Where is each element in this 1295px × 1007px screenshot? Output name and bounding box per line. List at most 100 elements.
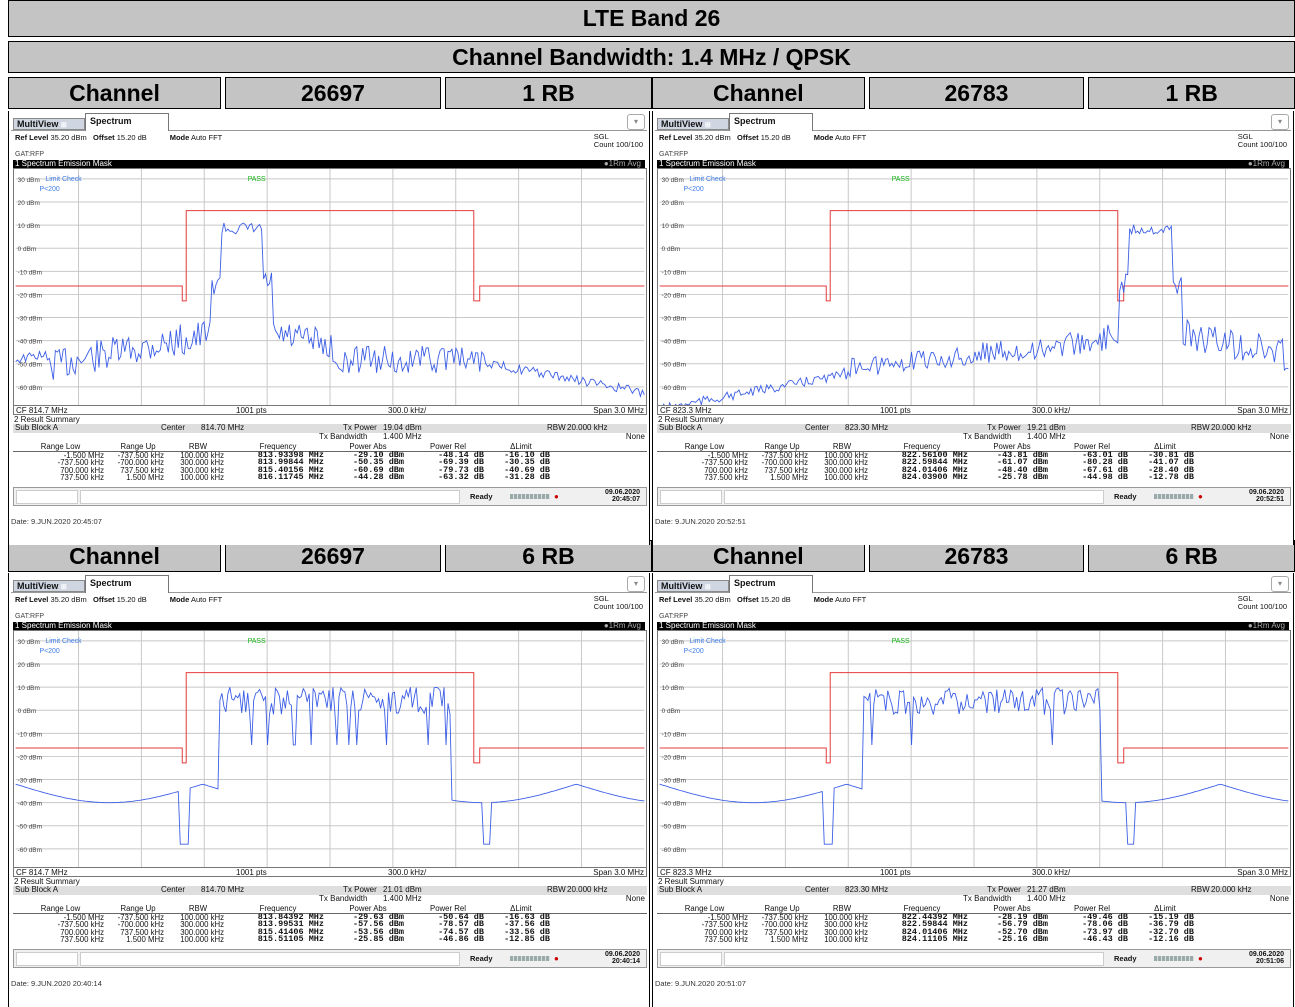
limit-check-label: Limit Check bbox=[45, 638, 82, 645]
limit-line bbox=[15, 672, 645, 764]
progress-indicator bbox=[1154, 494, 1194, 499]
y-tick-label: -40 dBm bbox=[18, 339, 42, 346]
table-row: -737.500 kHz -700.000 kHz 300.000 kHz 813.… bbox=[57, 457, 550, 468]
y-tick-label: 30 dBm bbox=[18, 177, 40, 184]
ref-level-info: Ref Level 35.20 dBm Offset 15.20 dB Mode… bbox=[659, 595, 867, 604]
table-row: 737.500 kHz 1.500 MHz 100.000 kHz 824.1110… bbox=[704, 934, 1194, 945]
spectrum-plot[interactable]: 30 dBm 20 dBm 10 dBm 0 dBm -10 dBm -20 dBm -30… bbox=[13, 168, 647, 406]
y-tick-label: 20 dBm bbox=[662, 662, 684, 669]
channel-label: Channel bbox=[8, 77, 221, 109]
analyzer-panel: MultiView ⊞ Spectrum ▾ Ref Level 35.20 dB… bbox=[652, 573, 1294, 1007]
p200-label: P<200 bbox=[39, 186, 59, 193]
limit-line bbox=[659, 210, 1289, 302]
subtitle-bar: Channel Bandwidth: 1.4 MHz / QPSK bbox=[8, 41, 1295, 73]
y-tick-label: -60 dBm bbox=[18, 847, 42, 854]
gate-label: GAT:RFP bbox=[15, 613, 45, 620]
y-tick-label: 0 dBm bbox=[662, 246, 681, 253]
column-header: Power Abs bbox=[993, 442, 1031, 451]
limit-check-label: Limit Check bbox=[45, 176, 82, 183]
tab-spectrum[interactable]: Spectrum bbox=[85, 575, 169, 593]
p200-label: P<200 bbox=[39, 648, 59, 655]
y-tick-label: -60 dBm bbox=[18, 385, 42, 392]
y-tick-label: -50 dBm bbox=[662, 362, 686, 369]
p200-label: P<200 bbox=[683, 186, 703, 193]
rb-label: 1 RB bbox=[445, 77, 652, 109]
sub-block-row: Sub Block A Center 814.70 MHz Tx Power 21.… bbox=[13, 886, 647, 895]
status-message bbox=[80, 952, 460, 966]
result-summary: 2 Result Summary Sub Block A Center 823.3… bbox=[657, 415, 1291, 483]
channel-row: Channel 26783 6 RB bbox=[652, 540, 1295, 572]
status-message bbox=[80, 490, 460, 504]
table-row: -1.500 MHz -737.500 kHz 100.000 kHz 822.56… bbox=[707, 449, 1194, 460]
y-tick-label: -10 dBm bbox=[662, 269, 686, 276]
table-row: 737.500 kHz 1.500 MHz 100.000 kHz 815.5110… bbox=[60, 934, 550, 945]
ready-status: Ready bbox=[470, 492, 493, 501]
y-tick-label: 0 dBm bbox=[662, 708, 681, 715]
multiview-label: MultiView bbox=[661, 119, 703, 129]
y-tick-label: -30 dBm bbox=[662, 316, 686, 323]
channel-row: Channel 26783 1 RB bbox=[652, 77, 1295, 109]
tab-spectrum[interactable]: Spectrum bbox=[85, 113, 169, 131]
y-tick-label: -20 dBm bbox=[662, 292, 686, 299]
status-bar: Ready ● 09.06.2020 20:40:14 bbox=[13, 949, 647, 968]
title-bar: LTE Band 26 bbox=[8, 0, 1295, 37]
tab-multiview[interactable]: MultiView ⊞ bbox=[13, 118, 85, 130]
chevron-down-icon[interactable]: ▾ bbox=[627, 576, 645, 592]
table-header: Range Low Range Up RBW Frequency Power Abs Po… bbox=[13, 443, 647, 452]
analyzer-panel: MultiView ⊞ Spectrum ▾ Ref Level 35.20 dB… bbox=[8, 111, 650, 545]
pass-label: PASS bbox=[248, 638, 266, 645]
status-field bbox=[660, 490, 722, 504]
rb-label: 6 RB bbox=[445, 540, 652, 572]
record-icon: ● bbox=[1198, 492, 1203, 501]
chevron-down-icon[interactable]: ▾ bbox=[1271, 114, 1289, 130]
column-header: Frequency bbox=[903, 904, 941, 913]
y-tick-label: 20 dBm bbox=[18, 200, 40, 207]
column-header: Range Low bbox=[40, 904, 81, 913]
y-tick-label: -50 dBm bbox=[662, 824, 686, 831]
tab-multiview[interactable]: MultiView ⊞ bbox=[657, 118, 729, 130]
chevron-down-icon[interactable]: ▾ bbox=[1271, 576, 1289, 592]
spectrum-plot[interactable]: 30 dBm 20 dBm 10 dBm 0 dBm -10 dBm -20 dBm -30… bbox=[13, 630, 647, 868]
column-header: RBW bbox=[832, 904, 852, 913]
table-row: -1.500 MHz -737.500 kHz 100.000 kHz 813.84… bbox=[63, 911, 550, 922]
status-bar: Ready ● 09.06.2020 20:52:51 bbox=[657, 487, 1291, 506]
tab-multiview[interactable]: MultiView ⊞ bbox=[13, 580, 85, 592]
spectrum-label: Spectrum bbox=[90, 578, 132, 588]
y-tick-label: -20 dBm bbox=[18, 754, 42, 761]
rb-label: 6 RB bbox=[1088, 540, 1295, 572]
table-row: 737.500 kHz 1.500 MHz 100.000 kHz 816.1174… bbox=[60, 472, 550, 483]
column-header: Frequency bbox=[259, 442, 297, 451]
rb-label: 1 RB bbox=[1088, 77, 1295, 109]
channel-label: Channel bbox=[8, 540, 221, 572]
measurement-header: 1 Spectrum Emission Mask ●1Rm Avg bbox=[13, 160, 645, 168]
multiview-label: MultiView bbox=[17, 119, 59, 129]
column-header: ΔLimit bbox=[510, 442, 532, 451]
y-tick-label: 0 dBm bbox=[18, 246, 37, 253]
tab-spectrum[interactable]: Spectrum bbox=[729, 575, 813, 593]
capture-date: Date: 9.JUN.2020 20:51:07 bbox=[655, 979, 746, 988]
pass-label: PASS bbox=[892, 176, 910, 183]
measurement-header: 1 Spectrum Emission Mask ●1Rm Avg bbox=[657, 622, 1289, 630]
column-header: ΔLimit bbox=[510, 904, 532, 913]
y-tick-label: -40 dBm bbox=[662, 339, 686, 346]
ref-level-info: Ref Level 35.20 dBm Offset 15.20 dB Mode… bbox=[659, 133, 867, 142]
column-header: Power Rel bbox=[430, 442, 466, 451]
chevron-down-icon[interactable]: ▾ bbox=[627, 114, 645, 130]
y-tick-label: -30 dBm bbox=[18, 778, 42, 785]
tab-multiview[interactable]: MultiView ⊞ bbox=[657, 580, 729, 592]
y-tick-label: 30 dBm bbox=[662, 177, 684, 184]
spectrum-label: Spectrum bbox=[90, 116, 132, 126]
y-tick-label: -20 dBm bbox=[18, 292, 42, 299]
tab-spectrum[interactable]: Spectrum bbox=[729, 113, 813, 131]
limit-line bbox=[659, 672, 1289, 764]
result-summary: 2 Result Summary Sub Block A Center 814.7… bbox=[13, 877, 647, 945]
y-tick-label: -60 dBm bbox=[662, 385, 686, 392]
channel-row: Channel 26697 6 RB bbox=[8, 540, 652, 572]
y-tick-label: -60 dBm bbox=[662, 847, 686, 854]
status-datetime: 09.06.2020 20:52:51 bbox=[1248, 489, 1284, 503]
gate-label: GAT:RFP bbox=[659, 613, 689, 620]
table-header: Range Low Range Up RBW Frequency Power Abs Po… bbox=[13, 905, 647, 914]
table-header: Range Low Range Up RBW Frequency Power Abs Po… bbox=[657, 905, 1291, 914]
spectrum-plot[interactable]: 30 dBm 20 dBm 10 dBm 0 dBm -10 dBm -20 dBm -30… bbox=[657, 168, 1291, 406]
spectrum-plot[interactable]: 30 dBm 20 dBm 10 dBm 0 dBm -10 dBm -20 dBm -30… bbox=[657, 630, 1291, 868]
